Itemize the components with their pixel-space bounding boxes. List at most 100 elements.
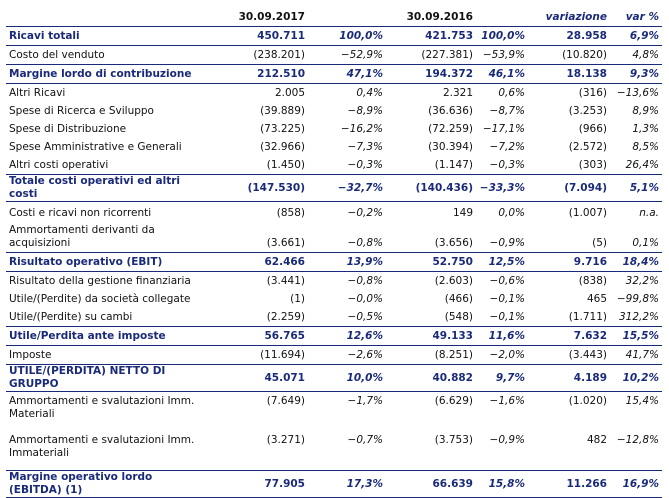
cell: 11.266	[528, 470, 610, 498]
header-blank	[308, 8, 386, 27]
row-label: Ammortamenti derivanti da acquisizioni	[9, 224, 155, 249]
total-row: Utile/Perdita ante imposte 56.765 12,6% 49.…	[6, 326, 662, 346]
cell: −0,7%	[347, 434, 383, 446]
cell: 0,4%	[356, 86, 383, 99]
cell: (1.711)	[568, 310, 607, 323]
cell: 66.639	[386, 470, 476, 498]
cell: (7.094)	[528, 174, 610, 202]
total-row: Margine operativo lordo (EBITDA) (1) 77.9…	[6, 470, 662, 498]
row-label: Margine lordo di contribuzione	[6, 64, 200, 84]
cell: 41,7%	[625, 348, 659, 361]
cell: (838)	[578, 274, 607, 287]
row-label: Altri costi operativi	[9, 158, 109, 171]
row-label: Altri Ricavi	[9, 86, 66, 99]
cell: 100,0%	[476, 26, 528, 46]
header-blank	[6, 8, 200, 27]
cell: 312,2%	[618, 310, 659, 323]
header-row: 30.09.2017 30.09.2016 variazione var %	[6, 8, 662, 27]
row-label: Ammortamenti e svalutazioni Imm. Immater…	[9, 434, 195, 459]
cell: 18,4%	[610, 252, 662, 272]
cell: (1.450)	[266, 158, 305, 171]
cell: −52,9%	[340, 48, 383, 61]
cell: −8,7%	[489, 104, 525, 117]
cell: 212.510	[200, 64, 308, 84]
cell: −13,6%	[616, 86, 659, 99]
header-cell: variazione	[528, 8, 610, 27]
cell: −0,1%	[489, 310, 525, 323]
cell: 46,1%	[476, 64, 528, 84]
cell: (72.259)	[428, 122, 473, 135]
cell: (5)	[592, 237, 607, 249]
row: Costo del venduto (238.201) −52,9% (227.381…	[6, 46, 662, 65]
cell: 49.133	[386, 326, 476, 346]
cell: (140.436)	[386, 174, 476, 202]
cell: 26,4%	[625, 158, 659, 171]
total-row: Risultato operativo (EBIT) 62.466 13,9% 52.…	[6, 252, 662, 272]
page: 30.09.2017 30.09.2016 variazione var % R…	[6, 8, 662, 498]
cell: 16,9%	[610, 470, 662, 498]
cell: −16,2%	[340, 122, 383, 135]
row-label: Imposte	[9, 348, 52, 361]
cell: −12,8%	[616, 434, 659, 446]
total-row: Ricavi totali 450.711 100,0% 421.753 100,0% 2…	[6, 26, 662, 46]
cell: (316)	[578, 86, 607, 99]
cell: 421.753	[386, 26, 476, 46]
cell: (1.007)	[568, 206, 607, 219]
cell: −2,0%	[489, 348, 525, 361]
row-label: Utile/Perdita ante imposte	[6, 326, 200, 346]
cell: 62.466	[200, 252, 308, 272]
cell: (466)	[444, 292, 473, 305]
cell: (7.649)	[266, 395, 305, 407]
cell: (966)	[578, 122, 607, 135]
row-label: Spese di Distribuzione	[9, 122, 127, 135]
cell: 12,5%	[476, 252, 528, 272]
cell: 7.632	[528, 326, 610, 346]
cell: −7,2%	[489, 140, 525, 153]
row-label: Costo del venduto	[9, 48, 105, 61]
header-blank	[476, 8, 528, 27]
header-cell: 30.09.2017	[200, 8, 308, 27]
cell: (1.020)	[568, 395, 607, 407]
cell: 4.189	[528, 364, 610, 392]
cell: (11.694)	[260, 348, 305, 361]
row-label: Costi e ricavi non ricorrenti	[9, 206, 152, 219]
cell: 17,3%	[308, 470, 386, 498]
cell: 100,0%	[308, 26, 386, 46]
row: Costi e ricavi non ricorrenti (858) −0,2% 1…	[6, 202, 662, 225]
cell: 77.905	[200, 470, 308, 498]
cell: (10.820)	[562, 48, 607, 61]
cell: 32,2%	[625, 274, 659, 287]
cell: 9,3%	[610, 64, 662, 84]
cell: 9.716	[528, 252, 610, 272]
cell: 47,1%	[308, 64, 386, 84]
cell: −0,8%	[347, 274, 383, 287]
cell: (303)	[578, 158, 607, 171]
cell: (73.225)	[260, 122, 305, 135]
total-row: UTILE/(PERDITA) NETTO DI GRUPPO 45.071 10,…	[6, 364, 662, 392]
row: Utile/(Perdite) su cambi (2.259) −0,5% (548…	[6, 308, 662, 327]
cell: 8,9%	[632, 104, 659, 117]
cell: (147.530)	[200, 174, 308, 202]
total-row: Totale costi operativi ed altri costi (14…	[6, 174, 662, 202]
row: Ammortamenti e svalutazioni Imm. Immater…	[6, 431, 662, 471]
cell: 482	[586, 434, 607, 446]
cell: 0,0%	[498, 206, 525, 219]
cell: 6,9%	[610, 26, 662, 46]
cell: 0,1%	[632, 237, 659, 249]
cell: −99,8%	[616, 292, 659, 305]
cell: 465	[586, 292, 607, 305]
total-row: Margine lordo di contribuzione 212.510 47,…	[6, 64, 662, 84]
cell: −0,9%	[489, 434, 525, 446]
cell: −2,6%	[347, 348, 383, 361]
cell: 52.750	[386, 252, 476, 272]
cell: (2.572)	[568, 140, 607, 153]
cell: 45.071	[200, 364, 308, 392]
cell: −53,9%	[482, 48, 525, 61]
cell: (3.253)	[568, 104, 607, 117]
row-label: Risultato operativo (EBIT)	[6, 252, 200, 272]
cell: −0,9%	[489, 237, 525, 249]
row: Ammortamenti e svalutazioni Imm. Materia…	[6, 392, 662, 432]
income-table: 30.09.2017 30.09.2016 variazione var % R…	[6, 8, 662, 498]
cell: 15,8%	[476, 470, 528, 498]
cell: −8,9%	[347, 104, 383, 117]
